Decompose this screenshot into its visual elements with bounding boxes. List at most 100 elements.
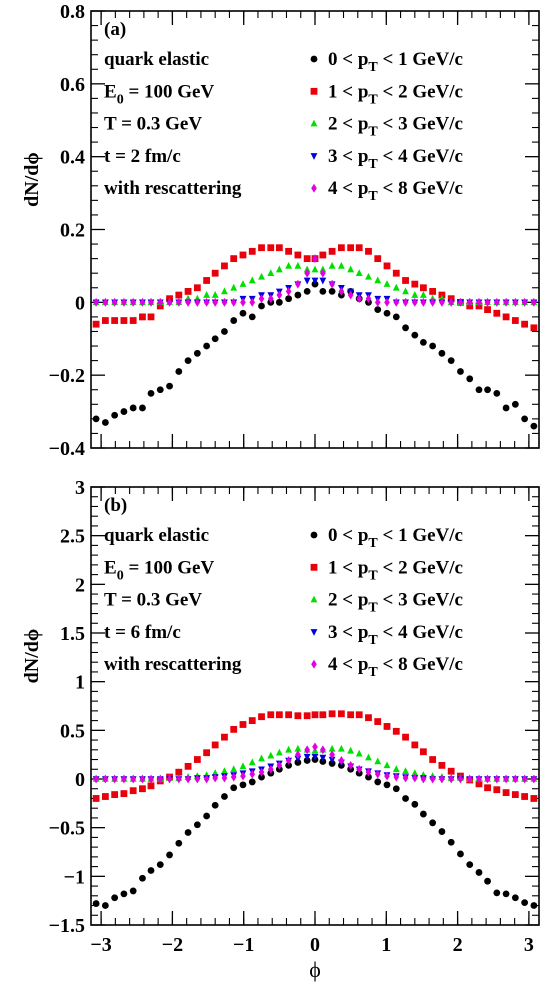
data-point [211, 291, 219, 298]
legend-marker [310, 119, 318, 127]
legend-label: 4 < pT < 8 GeV/c [328, 654, 463, 680]
legend-marker [310, 595, 318, 603]
y-tick-label: 0.8 [60, 1, 85, 23]
data-point [457, 850, 464, 858]
data-point [156, 386, 164, 394]
data-point [129, 887, 137, 895]
data-point [193, 284, 201, 292]
y-tick-label: −0.4 [49, 438, 85, 460]
annotation-text: T = 0.3 GeV [104, 590, 202, 611]
data-point [365, 247, 372, 255]
panel-label: (b) [104, 495, 127, 516]
data-point [248, 313, 256, 321]
data-point [185, 297, 191, 307]
data-point [276, 290, 283, 300]
data-point [275, 298, 283, 306]
data-point [184, 357, 192, 364]
data-point [230, 765, 238, 773]
data-point [402, 324, 409, 332]
legend-label: 1 < pT < 2 GeV/c [328, 557, 463, 583]
data-point [221, 328, 228, 335]
data-point [319, 711, 327, 719]
data-series [93, 254, 537, 307]
data-point [240, 771, 246, 781]
data-point [374, 297, 381, 307]
data-point [328, 288, 336, 295]
x-axis-label: ϕ [309, 957, 321, 982]
data-point [419, 284, 427, 292]
data-point [101, 902, 109, 909]
data-point [203, 342, 211, 350]
annotation-text: quark elastic [104, 49, 209, 70]
data-point [521, 793, 529, 800]
data-point [411, 741, 419, 749]
data-point [328, 756, 336, 764]
data-point [203, 774, 210, 784]
data-point [439, 297, 445, 307]
data-point [275, 265, 283, 273]
data-point [184, 762, 192, 770]
x-tick-label: 0 [310, 934, 320, 956]
data-point [166, 774, 173, 784]
y-tick-label: 0.4 [60, 147, 85, 169]
data-point [503, 297, 509, 307]
data-point [258, 302, 265, 310]
data-point [258, 244, 265, 252]
data-point [374, 276, 382, 284]
data-point [120, 408, 128, 415]
legend-label: 0 < pT < 1 GeV/c [328, 525, 463, 551]
data-point [484, 877, 491, 885]
y-axis-label: dN/dϕ [21, 629, 43, 684]
y-tick-label: 2.5 [60, 526, 85, 548]
data-point [267, 711, 275, 719]
data-series [92, 280, 538, 430]
data-point [166, 382, 173, 390]
data-point [402, 795, 409, 802]
data-point [267, 751, 275, 759]
data-point [248, 778, 256, 786]
data-point [285, 287, 292, 296]
annotation-text: with rescattering [104, 654, 242, 675]
data-point [320, 268, 326, 278]
data-point [365, 767, 372, 777]
data-point [295, 750, 301, 760]
data-point [249, 297, 256, 307]
data-point [267, 244, 275, 252]
data-point [230, 255, 238, 263]
data-point [121, 774, 127, 784]
annotation-text: E0 = 100 GeV [104, 557, 214, 583]
data-point [102, 774, 109, 784]
data-point [230, 725, 238, 733]
data-point [347, 244, 355, 252]
data-point [457, 297, 464, 307]
data-point [248, 717, 256, 724]
data-point [374, 769, 381, 779]
data-point [221, 733, 228, 741]
data-point [121, 297, 127, 307]
data-point [511, 317, 519, 324]
data-point [148, 297, 154, 307]
data-point [92, 320, 100, 328]
data-point [429, 819, 437, 827]
annotation-text: t = 6 fm/c [104, 622, 181, 643]
data-point [511, 791, 519, 798]
data-point [484, 774, 491, 784]
data-point [319, 288, 327, 295]
data-point [320, 745, 326, 755]
data-point [419, 748, 427, 756]
y-tick-label: −1 [64, 866, 85, 888]
data-point [194, 774, 201, 784]
data-point [383, 781, 391, 789]
annotation-text: E0 = 100 GeV [104, 81, 214, 107]
data-point [319, 277, 327, 285]
data-point [129, 317, 137, 324]
data-point [211, 741, 219, 749]
data-point [221, 297, 228, 307]
data-point [466, 375, 474, 383]
data-point [147, 782, 155, 790]
data-point [285, 761, 293, 769]
data-point [512, 774, 519, 784]
data-point [511, 894, 519, 902]
legend-label: 2 < pT < 3 GeV/c [328, 590, 463, 616]
data-point [92, 795, 100, 802]
